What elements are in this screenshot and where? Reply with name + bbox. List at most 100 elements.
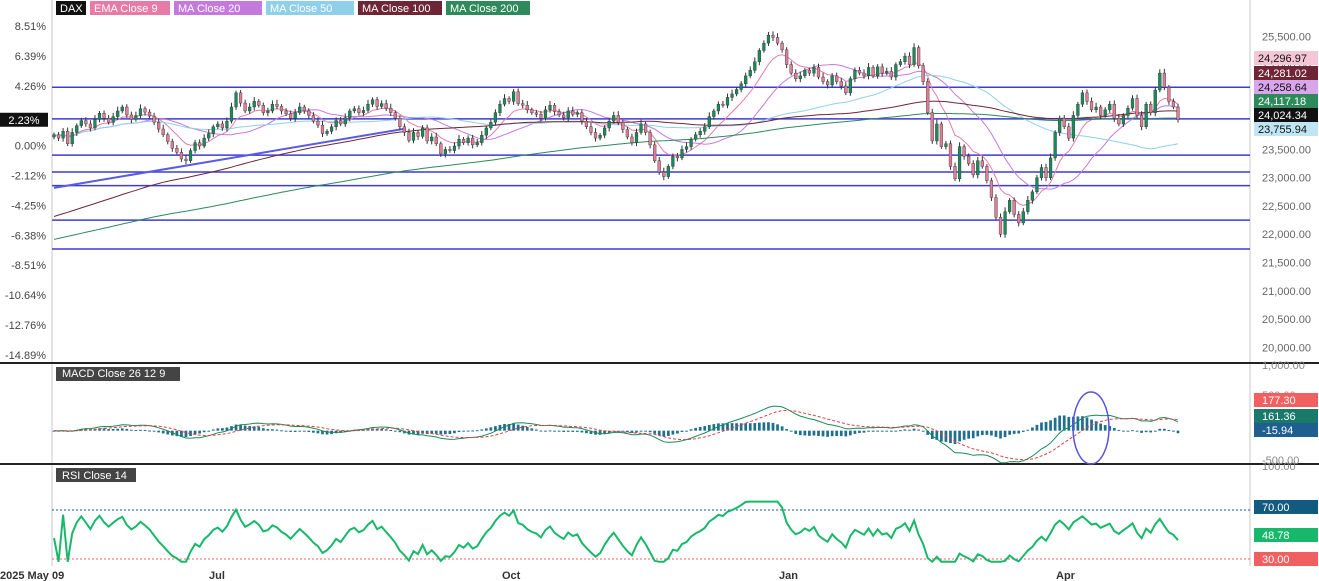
trend-line[interactable]	[53, 127, 407, 189]
candle[interactable]	[976, 156, 980, 179]
candle[interactable]	[521, 99, 525, 109]
candle[interactable]	[648, 129, 652, 149]
candle[interactable]	[393, 110, 397, 121]
candle[interactable]	[380, 100, 384, 109]
candle[interactable]	[935, 119, 939, 145]
candle[interactable]	[775, 33, 780, 46]
candle[interactable]	[912, 43, 916, 67]
candle[interactable]	[785, 47, 789, 69]
candle[interactable]	[443, 146, 447, 158]
candle[interactable]	[1167, 84, 1171, 105]
candle[interactable]	[384, 99, 388, 112]
candle[interactable]	[853, 67, 857, 83]
candle[interactable]	[498, 100, 502, 117]
candle[interactable]	[639, 119, 643, 135]
candle[interactable]	[507, 96, 511, 105]
candle[interactable]	[807, 67, 812, 76]
candle[interactable]	[1108, 100, 1112, 113]
candle[interactable]	[270, 100, 275, 114]
candle[interactable]	[1071, 111, 1075, 142]
candle[interactable]	[357, 105, 361, 116]
candle[interactable]	[603, 125, 607, 139]
candle[interactable]	[284, 108, 288, 117]
candle[interactable]	[589, 123, 593, 136]
candle[interactable]	[348, 108, 352, 122]
candle[interactable]	[1048, 153, 1053, 180]
candle[interactable]	[1126, 105, 1130, 119]
candle[interactable]	[866, 63, 871, 80]
candle[interactable]	[625, 126, 629, 140]
candle[interactable]	[930, 108, 934, 144]
candle[interactable]	[480, 130, 484, 146]
candle[interactable]	[1026, 196, 1030, 215]
candle[interactable]	[748, 66, 752, 79]
candle[interactable]	[138, 104, 143, 119]
candle[interactable]	[484, 125, 488, 139]
candle[interactable]	[161, 124, 165, 137]
candle[interactable]	[657, 156, 661, 175]
candle[interactable]	[325, 129, 329, 136]
candle[interactable]	[461, 136, 466, 145]
candle[interactable]	[844, 81, 848, 96]
candle[interactable]	[84, 117, 88, 127]
candle[interactable]	[957, 142, 962, 182]
candle[interactable]	[143, 106, 147, 116]
candle[interactable]	[557, 108, 561, 118]
candle[interactable]	[184, 154, 188, 165]
ma-line-ma-close-20[interactable]	[53, 63, 1179, 190]
candle[interactable]	[907, 52, 912, 69]
candle[interactable]	[889, 67, 893, 80]
candle[interactable]	[630, 133, 634, 146]
candle[interactable]	[794, 69, 798, 82]
candle[interactable]	[207, 129, 211, 141]
candle[interactable]	[420, 125, 425, 139]
candle[interactable]	[1103, 107, 1107, 118]
candle[interactable]	[152, 112, 156, 126]
candle[interactable]	[61, 128, 65, 142]
candle[interactable]	[434, 132, 438, 147]
candle[interactable]	[343, 113, 347, 127]
candle[interactable]	[1130, 95, 1135, 111]
candle[interactable]	[917, 45, 921, 69]
candle[interactable]	[366, 99, 370, 113]
candle[interactable]	[202, 134, 206, 149]
candle[interactable]	[821, 72, 825, 85]
candle[interactable]	[1053, 130, 1057, 161]
candle[interactable]	[411, 128, 416, 144]
candle[interactable]	[871, 65, 875, 79]
candle[interactable]	[398, 115, 402, 130]
candle[interactable]	[157, 118, 161, 133]
candle[interactable]	[812, 64, 816, 77]
candle[interactable]	[125, 104, 129, 118]
legend-item[interactable]: EMA Close 9	[90, 1, 170, 15]
ma-line-ma-close-200[interactable]	[53, 112, 1178, 240]
candle[interactable]	[334, 117, 338, 131]
candle[interactable]	[666, 164, 670, 179]
candle[interactable]	[1017, 211, 1021, 227]
candle[interactable]	[238, 90, 243, 107]
candle[interactable]	[830, 73, 834, 88]
candle[interactable]	[1035, 174, 1039, 195]
candle[interactable]	[512, 88, 516, 105]
candle[interactable]	[989, 177, 994, 201]
candle[interactable]	[771, 31, 775, 41]
candle[interactable]	[894, 62, 898, 81]
candle[interactable]	[448, 146, 452, 153]
candle[interactable]	[129, 111, 133, 123]
candle[interactable]	[88, 120, 93, 132]
candle[interactable]	[1012, 197, 1016, 218]
candle[interactable]	[939, 121, 943, 149]
candle[interactable]	[257, 99, 261, 108]
candle[interactable]	[703, 123, 707, 135]
legend-item[interactable]: MA Close 200	[446, 1, 530, 15]
candle[interactable]	[612, 111, 616, 124]
candle[interactable]	[953, 162, 957, 182]
candle[interactable]	[316, 117, 320, 128]
candle[interactable]	[166, 132, 170, 145]
candle[interactable]	[825, 79, 830, 89]
candle[interactable]	[962, 144, 966, 160]
candle[interactable]	[662, 167, 666, 181]
macd-signal-line[interactable]	[54, 409, 1179, 461]
candle[interactable]	[116, 106, 120, 121]
